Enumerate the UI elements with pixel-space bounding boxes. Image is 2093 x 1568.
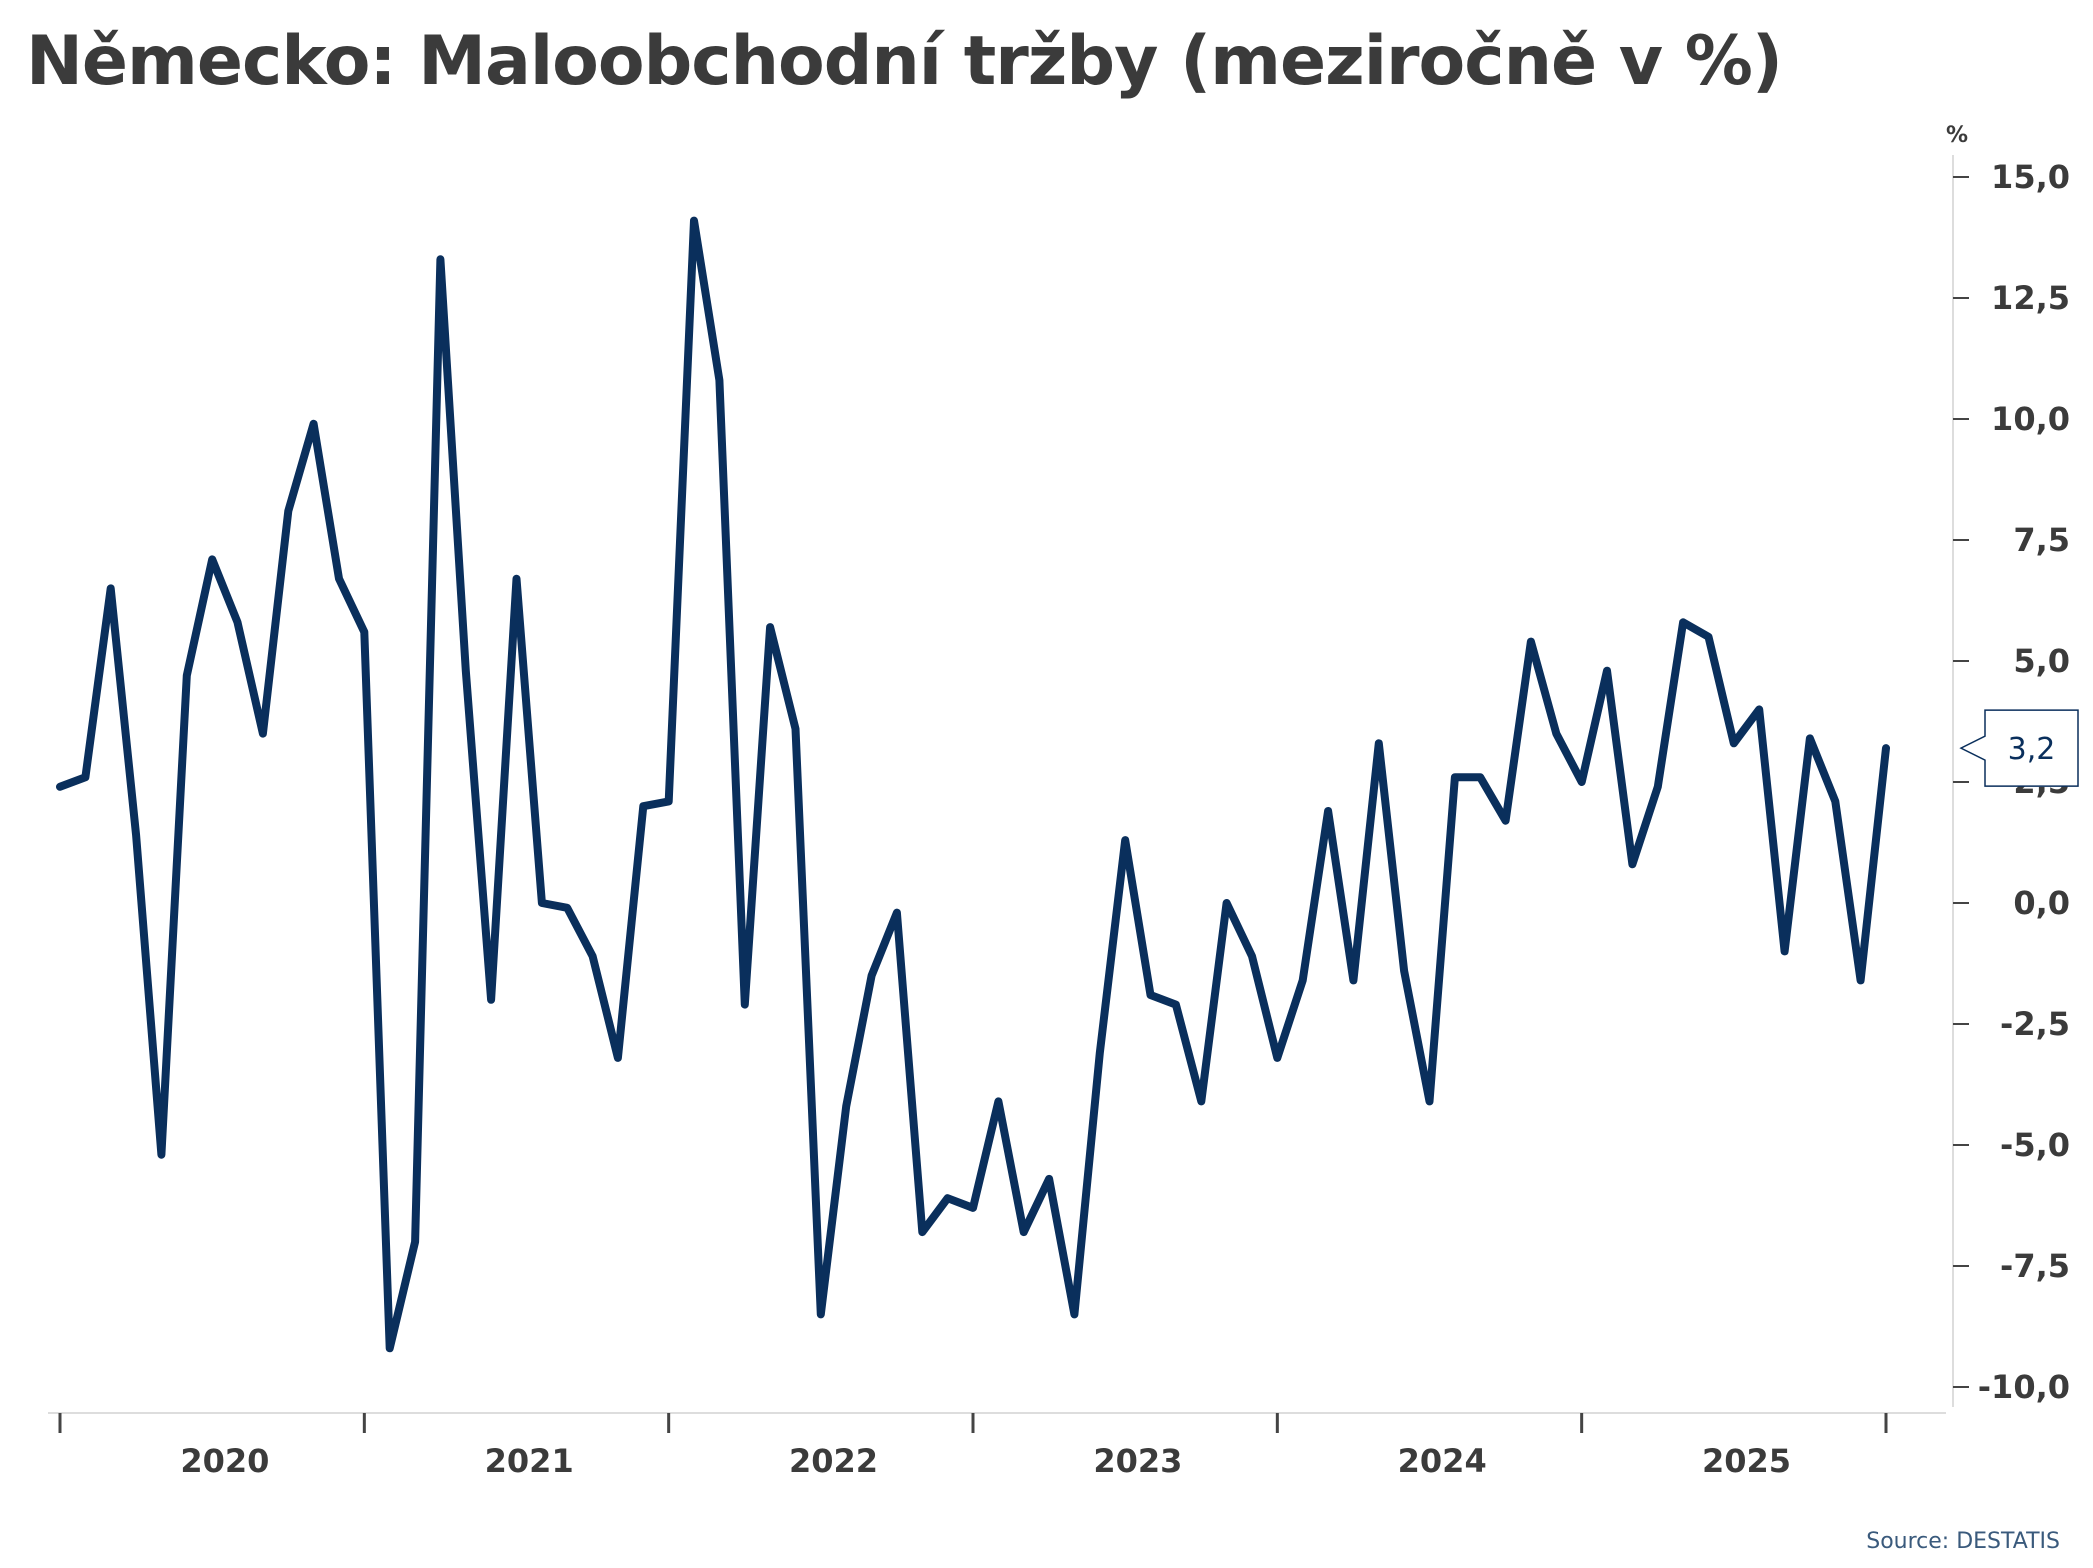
series-line	[56, 216, 1890, 1353]
x-tick-label: 2023	[1093, 1442, 1182, 1480]
x-tick-label: 2022	[789, 1442, 878, 1480]
y-tick-label: -5,0	[2000, 1126, 2070, 1164]
x-tick-label: 2021	[485, 1442, 574, 1480]
y-tick-label: -7,5	[2000, 1247, 2070, 1285]
y-tick-label: -2,5	[2000, 1005, 2070, 1043]
y-tick-label: 15,0	[1991, 158, 2070, 196]
y-tick-label: 7,5	[2013, 521, 2070, 559]
y-tick-label: 10,0	[1991, 400, 2070, 438]
callout-box	[1959, 709, 2079, 787]
y-unit-label: %	[1946, 123, 1968, 148]
last-value-callout: 3,2	[1959, 709, 2079, 787]
chart-title: Německo: Maloobchodní tržby (meziročně v…	[26, 22, 1783, 101]
callout-value: 3,2	[2008, 732, 2056, 767]
y-tick-label: 5,0	[2013, 642, 2070, 680]
x-tick-label: 2020	[180, 1442, 269, 1480]
source-note: Source: DESTATIS	[1866, 1529, 2060, 1554]
y-tick-label: -10,0	[1978, 1368, 2070, 1406]
x-axis: 2020 2021 2022 2023 2024 2025	[48, 1412, 1946, 1480]
x-tick-label: 2025	[1702, 1442, 1791, 1480]
y-axis: 15,012,510,07,55,02,50,0-2,5-5,0-7,5-10,…	[1952, 155, 2070, 1407]
x-tick-label: 2024	[1398, 1442, 1487, 1480]
y-tick-label: 0,0	[2013, 884, 2070, 922]
y-tick-label: 12,5	[1991, 279, 2070, 317]
